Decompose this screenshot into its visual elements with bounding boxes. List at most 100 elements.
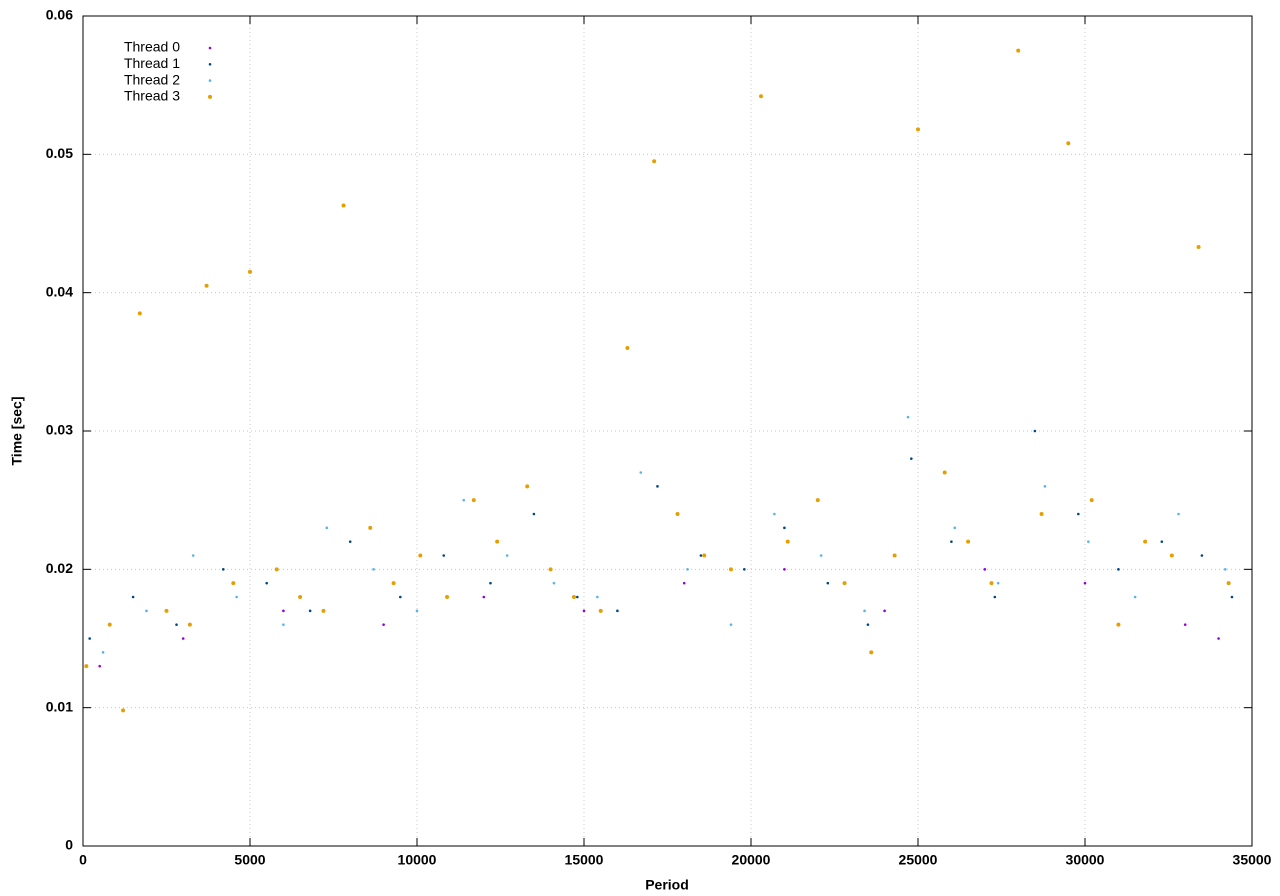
series xyxy=(84,48,1231,713)
point xyxy=(495,539,500,544)
point xyxy=(1200,554,1204,557)
point xyxy=(783,526,786,530)
point xyxy=(785,539,790,544)
x-tick-label: 15000 xyxy=(565,852,604,868)
y-tick-label: 0.03 xyxy=(46,422,73,438)
point xyxy=(1089,498,1094,503)
legend-marker xyxy=(208,46,212,50)
point xyxy=(372,568,375,571)
point xyxy=(842,581,847,586)
point xyxy=(101,651,105,654)
point xyxy=(248,269,252,274)
point xyxy=(204,283,209,288)
x-axis-title: Period xyxy=(645,877,689,893)
point xyxy=(993,595,997,599)
y-tick-label: 0 xyxy=(65,837,73,853)
point xyxy=(1083,581,1087,585)
point xyxy=(576,595,579,599)
x-tick-label: 35000 xyxy=(1233,852,1272,868)
point xyxy=(482,595,486,599)
point xyxy=(341,203,346,208)
legend-label: Thread 3 xyxy=(124,88,180,104)
x-tick-label: 25000 xyxy=(899,852,938,868)
point xyxy=(505,554,509,557)
y-tick-label: 0.06 xyxy=(46,7,73,23)
point xyxy=(598,608,603,613)
point xyxy=(274,567,279,572)
point xyxy=(348,540,352,543)
y-tick-label: 0.04 xyxy=(46,283,73,299)
y-tick-label: 0.02 xyxy=(46,560,73,576)
point xyxy=(462,498,466,502)
point xyxy=(298,595,303,599)
point xyxy=(989,581,994,586)
point xyxy=(883,609,886,613)
point xyxy=(368,525,373,530)
point xyxy=(282,609,285,613)
point xyxy=(966,539,971,544)
point xyxy=(525,484,530,489)
point xyxy=(321,608,326,613)
legend-label: Thread 2 xyxy=(124,71,180,87)
point xyxy=(596,595,599,599)
point xyxy=(1133,595,1137,599)
y-axis-title: Time [sec] xyxy=(9,397,25,466)
point xyxy=(137,311,142,316)
point xyxy=(98,664,101,668)
point xyxy=(983,568,987,571)
point xyxy=(729,623,733,626)
point xyxy=(181,637,185,640)
point xyxy=(728,567,733,572)
legend-label: Thread 1 xyxy=(124,55,180,71)
point xyxy=(1087,540,1090,543)
point xyxy=(1043,485,1047,488)
point xyxy=(996,581,1000,585)
point xyxy=(548,567,553,572)
point xyxy=(121,708,126,713)
series xyxy=(101,415,1227,654)
point xyxy=(675,512,680,516)
point xyxy=(783,568,786,571)
point xyxy=(1143,539,1148,544)
point xyxy=(1183,623,1187,626)
point xyxy=(399,595,402,599)
point xyxy=(442,554,446,557)
point xyxy=(616,609,619,613)
point xyxy=(191,554,195,557)
point xyxy=(652,159,657,164)
point xyxy=(826,581,830,585)
point xyxy=(532,512,536,516)
point xyxy=(418,553,423,558)
point xyxy=(84,664,89,669)
point xyxy=(1177,512,1180,516)
point xyxy=(231,581,236,586)
point xyxy=(773,512,776,516)
point xyxy=(759,94,764,99)
point xyxy=(1226,581,1231,586)
point xyxy=(910,457,913,460)
point xyxy=(1039,512,1044,516)
point xyxy=(1160,540,1164,543)
point xyxy=(743,568,746,571)
point xyxy=(308,609,312,613)
point xyxy=(656,485,659,488)
point xyxy=(1033,429,1037,433)
point xyxy=(686,568,689,571)
point xyxy=(265,581,269,585)
point xyxy=(1223,568,1227,571)
point xyxy=(471,498,476,503)
point xyxy=(1066,141,1071,146)
point xyxy=(942,470,947,475)
point xyxy=(1016,48,1021,53)
point xyxy=(552,581,556,585)
point xyxy=(1230,595,1234,599)
point xyxy=(164,608,169,613)
point xyxy=(892,553,897,558)
x-tick-label: 20000 xyxy=(732,852,771,868)
point xyxy=(325,526,329,530)
y-tick-label: 0.05 xyxy=(46,145,73,161)
point xyxy=(1217,637,1220,640)
point xyxy=(382,623,385,626)
